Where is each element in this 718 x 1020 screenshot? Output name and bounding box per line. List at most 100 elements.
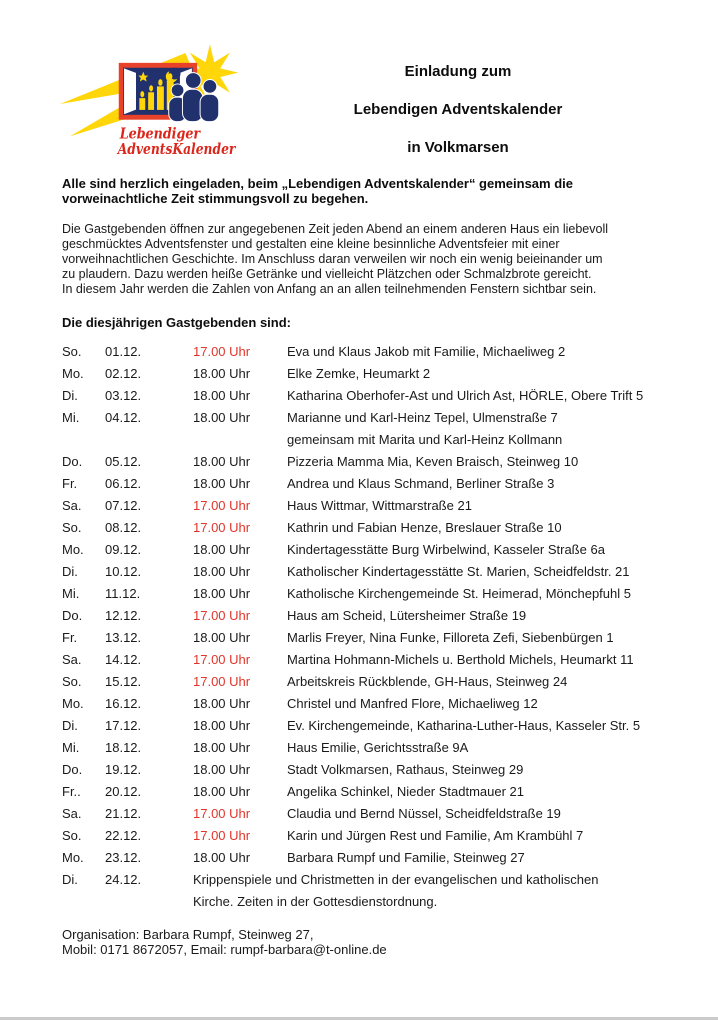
schedule-row: Mo. 02.12. 18.00 Uhr Elke Zemke, Heumarkt 2 <box>62 363 702 385</box>
day-cell: Fr. <box>62 630 78 645</box>
host-cell: Haus Wittmar, Wittmarstraße 21 <box>287 495 702 517</box>
host-cell: Pizzeria Mamma Mia, Keven Braisch, Stein… <box>287 451 702 473</box>
host-line: Haus am Scheid, Lütersheimer Straße 19 <box>287 608 527 623</box>
host-cell: Katharina Oberhofer-Ast und Ulrich Ast, … <box>287 385 702 407</box>
day-cell: Do. <box>62 608 83 623</box>
schedule-row: Do. 12.12. 17.00 Uhr Haus am Scheid, Lüters… <box>62 605 702 627</box>
schedule-row: Mi. 18.12. 18.00 Uhr Haus Emilie, Gerichtss… <box>62 737 702 759</box>
text-line: vorweihnachtlichen Geschichte. Im Anschl… <box>62 252 603 266</box>
host-line: Angelika Schinkel, Nieder Stadtmauer 21 <box>287 784 525 799</box>
date-cell: 09.12. <box>105 542 142 557</box>
schedule-row: Sa. 14.12. 17.00 Uhr Martina Hohmann-Michel… <box>62 649 702 671</box>
schedule-row: Di. 03.12. 18.00 Uhr Katharina Oberhofer-As… <box>62 385 702 407</box>
host-cell: Krippenspiele und Christmetten in der ev… <box>193 869 702 913</box>
description-paragraph: Die Gastgebenden öffnen zur angegebenen … <box>62 222 702 297</box>
schedule-row: Mo. 16.12. 18.00 Uhr Christel und Manfred F… <box>62 693 702 715</box>
schedule-row: So. 15.12. 17.00 Uhr Arbeitskreis Rückblend… <box>62 671 702 693</box>
schedule-row: Sa. 07.12. 17.00 Uhr Haus Wittmar, Wittmars… <box>62 495 702 517</box>
host-line: Krippenspiele und Christmetten in der ev… <box>193 872 599 887</box>
host-cell: Angelika Schinkel, Nieder Stadtmauer 21 <box>287 781 702 803</box>
schedule-row: Mo. 09.12. 18.00 Uhr Kindertagesstätte Burg… <box>62 539 702 561</box>
time-cell: 18.00 Uhr <box>193 784 251 799</box>
text-line: Die Gastgebenden öffnen zur angegebenen … <box>62 222 609 236</box>
time-cell: 17.00 Uhr <box>193 520 251 535</box>
time-cell: 18.00 Uhr <box>193 410 251 425</box>
date-cell: 02.12. <box>105 366 142 381</box>
host-line: Kindertagesstätte Burg Wirbelwind, Kasse… <box>287 542 605 557</box>
host-cell: Karin und Jürgen Rest und Familie, Am Kr… <box>287 825 702 847</box>
text-line: Alle sind herzlich eingeladen, beim „Leb… <box>62 176 573 191</box>
day-cell: Sa. <box>62 498 82 513</box>
title-line-3: in Volkmarsen <box>407 139 509 156</box>
date-cell: 08.12. <box>105 520 142 535</box>
time-cell: 17.00 Uhr <box>193 498 251 513</box>
host-line: Elke Zemke, Heumarkt 2 <box>287 366 431 381</box>
time-cell: 18.00 Uhr <box>193 630 251 645</box>
host-cell: Eva und Klaus Jakob mit Familie, Michael… <box>287 341 702 363</box>
date-cell: 11.12. <box>105 586 141 601</box>
schedule-row: Sa. 21.12. 17.00 Uhr Claudia und Bernd Nüss… <box>62 803 702 825</box>
day-cell: Mo. <box>62 542 84 557</box>
day-cell: So. <box>62 520 82 535</box>
host-cell: Christel und Manfred Flore, Michaeliweg … <box>287 693 702 715</box>
schedule-row: Di. 24.12. Krippenspiele und Christmetten … <box>62 869 702 913</box>
host-cell: Andrea und Klaus Schmand, Berliner Straß… <box>287 473 702 495</box>
host-line: Marianne und Karl-Heinz Tepel, Ulmenstra… <box>287 410 558 425</box>
time-cell: 18.00 Uhr <box>193 454 251 469</box>
host-cell: Barbara Rumpf und Familie, Steinweg 27 <box>287 847 702 869</box>
date-cell: 03.12. <box>105 388 142 403</box>
day-cell: Mo. <box>62 850 84 865</box>
schedule-table: So. 01.12. 17.00 Uhr Eva und Klaus Jakob mi… <box>62 341 702 913</box>
schedule-row: Di. 10.12. 18.00 Uhr Katholischer Kindertag… <box>62 561 702 583</box>
date-cell: 17.12. <box>105 718 142 733</box>
host-line: Kirche. Zeiten in der Gottesdienstordnun… <box>193 894 438 909</box>
host-line: Arbeitskreis Rückblende, GH-Haus, Steinw… <box>287 674 568 689</box>
date-cell: 06.12. <box>105 476 142 491</box>
day-cell: Sa. <box>62 652 82 667</box>
day-cell: Mo. <box>62 696 84 711</box>
host-cell: Marlis Freyer, Nina Funke, Filloreta Zef… <box>287 627 702 649</box>
day-cell: Di. <box>62 718 78 733</box>
host-line: Marlis Freyer, Nina Funke, Filloreta Zef… <box>287 630 614 645</box>
day-cell: Mo. <box>62 366 84 381</box>
time-cell: 18.00 Uhr <box>193 850 251 865</box>
logo-word-line1: Lebendiger <box>119 125 201 142</box>
date-cell: 12.12. <box>105 608 142 623</box>
host-line: Katharina Oberhofer-Ast und Ulrich Ast, … <box>287 388 644 403</box>
day-cell: Do. <box>62 454 83 469</box>
date-cell: 15.12. <box>105 674 142 689</box>
date-cell: 24.12. <box>105 872 142 887</box>
time-cell: 18.00 Uhr <box>193 476 251 491</box>
day-cell: Di. <box>62 872 78 887</box>
date-cell: 23.12. <box>105 850 142 865</box>
logo-word-line2: AdventsKalender <box>116 141 236 158</box>
invitation-paragraph: Alle sind herzlich eingeladen, beim „Leb… <box>62 176 682 206</box>
title-line-2: Lebendigen Adventskalender <box>353 101 563 118</box>
day-cell: Di. <box>62 564 78 579</box>
day-cell: So. <box>62 828 82 843</box>
schedule-row: Fr. 13.12. 18.00 Uhr Marlis Freyer, Nina Fu… <box>62 627 702 649</box>
advent-calendar-logo: Lebendiger AdventsKalender <box>59 44 239 158</box>
date-cell: 21.12. <box>105 806 142 821</box>
host-line: Katholische Kirchengemeinde St. Heimerad… <box>287 586 631 601</box>
schedule-row: Mi. 11.12. 18.00 Uhr Katholische Kirchengem… <box>62 583 702 605</box>
schedule-row: So. 08.12. 17.00 Uhr Kathrin und Fabian Hen… <box>62 517 702 539</box>
time-cell: 18.00 Uhr <box>193 740 251 755</box>
day-cell: Fr.. <box>62 784 81 799</box>
date-cell: 14.12. <box>105 652 142 667</box>
time-cell: 18.00 Uhr <box>193 366 251 381</box>
host-cell: Haus am Scheid, Lütersheimer Straße 19 <box>287 605 702 627</box>
host-cell: Katholischer Kindertagesstätte St. Marie… <box>287 561 702 583</box>
date-cell: 22.12. <box>105 828 142 843</box>
page-bottom-edge <box>0 1017 718 1020</box>
day-cell: Sa. <box>62 806 82 821</box>
day-cell: Mi. <box>62 740 80 755</box>
time-cell: 18.00 Uhr <box>193 388 251 403</box>
title-block: Einladung zum Lebendigen Adventskalender… <box>240 64 676 178</box>
host-cell: Katholische Kirchengemeinde St. Heimerad… <box>287 583 702 605</box>
time-cell: 18.00 Uhr <box>193 564 251 579</box>
host-line: Haus Wittmar, Wittmarstraße 21 <box>287 498 472 513</box>
host-line: Andrea und Klaus Schmand, Berliner Straß… <box>287 476 555 491</box>
date-cell: 18.12. <box>105 740 142 755</box>
text-line: zu plaudern. Dazu werden heiße Getränke … <box>62 267 592 281</box>
